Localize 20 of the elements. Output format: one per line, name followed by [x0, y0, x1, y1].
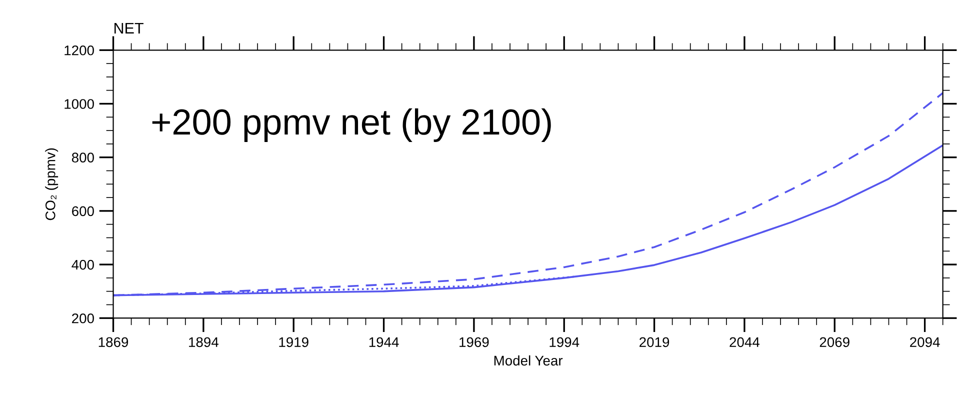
y-tick-label: 1200 [64, 45, 94, 56]
x-tick-label: 1869 [98, 337, 128, 348]
y-axis-title: CO₂ (ppmv) [45, 148, 58, 220]
y-tick-label: 800 [72, 152, 94, 162]
x-tick-label: 1919 [279, 337, 308, 348]
x-tick-label: 2019 [640, 337, 670, 348]
y-tick-label: 1000 [64, 99, 94, 109]
chart-title: NET [114, 22, 144, 34]
y-tick-label: 200 [72, 313, 94, 324]
x-tick-label: 1944 [369, 337, 399, 348]
x-tick-label: 1994 [550, 337, 580, 348]
x-tick-label: 1969 [460, 337, 489, 348]
x-tick-label: 2044 [730, 337, 760, 348]
x-tick-label: 1894 [189, 337, 218, 348]
x-tick-label: 2094 [910, 337, 940, 348]
x-axis-title: Model Year [494, 355, 563, 366]
x-tick-label: 2069 [820, 337, 850, 348]
annotation: +200 ppmv net (by 2100) [152, 108, 551, 142]
y-tick-label: 400 [72, 260, 94, 270]
y-tick-label: 600 [72, 206, 94, 216]
